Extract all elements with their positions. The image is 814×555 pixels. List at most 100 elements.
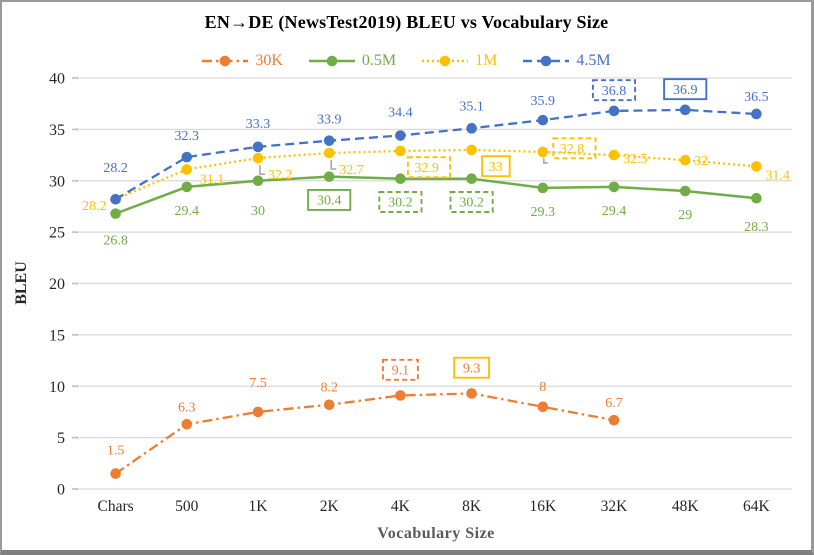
data-point-marker-4.5M	[323, 135, 335, 146]
data-point-marker-1M	[466, 144, 477, 156]
data-label-0.5M: 30.4	[317, 194, 342, 209]
data-point-marker-0.5M	[537, 182, 549, 194]
data-label-30K: 6.3	[178, 400, 196, 415]
chart-title: EN→DE (NewsTest2019) BLEU vs Vocabulary …	[204, 12, 609, 32]
legend-marker	[326, 55, 338, 67]
best-value-box-dashed	[406, 156, 452, 179]
data-point-marker-1M	[537, 146, 549, 158]
data-point-marker-1M	[608, 149, 620, 161]
data-point-marker-0.5M	[679, 185, 691, 197]
legend-marker	[541, 55, 552, 67]
x-tick-label: 1K	[249, 498, 269, 515]
data-label-30K: 6.7	[605, 396, 623, 411]
data-label-0.5M: 30.2	[459, 196, 484, 211]
gridlines: 0 5 10 15 20 25 30 35 40 Chars 500 1K 2K 4K 8K 16K 32K 48…	[49, 71, 792, 515]
data-point-marker-1M	[751, 161, 762, 172]
data-labels: 1.5 6.3 7.5 8.2 9.1 9.3 8 6.7 26.8 29.4 30 30.4 30.2…	[82, 78, 790, 459]
data-point-marker-1M	[323, 147, 335, 159]
data-label-0.5M: 29.4	[602, 204, 627, 219]
data-label-0.5M: 30	[251, 204, 265, 219]
legend-marker	[439, 55, 451, 67]
legend-label-30K: 30K	[255, 52, 283, 69]
best-value-box-dashed	[552, 137, 597, 160]
data-point-marker-30K	[395, 390, 406, 401]
y-tick-label: 10	[49, 379, 65, 396]
legend-label-0.5M: 0.5M	[361, 52, 397, 69]
data-point-marker-30K	[252, 406, 264, 418]
x-tick-label: 16K	[529, 498, 557, 515]
data-point-marker-30K	[537, 401, 549, 413]
y-tick-label: 15	[49, 327, 65, 344]
data-label-30K: 8	[539, 380, 546, 395]
x-tick-label: 500	[175, 498, 199, 515]
data-label-4.5M: 35.1	[459, 99, 484, 114]
x-axis-title: Vocabulary Size	[377, 525, 495, 542]
data-label-4.5M: 36.5	[744, 90, 769, 105]
data-point-marker-1M	[181, 164, 193, 175]
data-label-4.5M: 35.9	[531, 94, 556, 109]
y-tick-label: 30	[49, 173, 65, 190]
data-label-1M: 32.7	[339, 163, 364, 178]
x-tick-label: 32K	[601, 498, 629, 515]
data-label-4.5M: 36.8	[602, 84, 627, 99]
data-label-4.5M: 33.3	[246, 117, 271, 132]
x-tick-label: 4K	[391, 498, 411, 515]
data-point-marker-4.5M	[395, 130, 406, 141]
x-tick-label: 2K	[320, 498, 340, 515]
data-label-1M: 32.9	[414, 161, 439, 176]
data-point-marker-30K	[323, 399, 335, 411]
data-label-0.5M: 29.4	[175, 204, 200, 219]
y-axis-title: BLEU	[13, 261, 30, 305]
data-point-marker-0.5M	[181, 181, 193, 193]
series-line-0.5M	[115, 175, 757, 215]
y-tick-label: 35	[49, 122, 65, 139]
data-label-4.5M: 36.9	[673, 83, 698, 98]
data-point-marker-4.5M	[679, 104, 691, 116]
series-line-30K	[114, 392, 615, 475]
series-line-4.5M	[115, 108, 757, 201]
data-label-0.5M: 29	[678, 208, 692, 223]
data-point-marker-0.5M	[110, 208, 121, 219]
legend-label-1M: 1M	[475, 52, 498, 69]
y-tick-label: 25	[49, 225, 65, 242]
data-point-marker-0.5M	[395, 173, 406, 184]
data-label-0.5M: 29.3	[531, 205, 556, 220]
legend-line-sample-1M	[422, 55, 469, 67]
data-label-30K: 1.5	[107, 444, 125, 459]
x-tick-label: 48K	[672, 498, 700, 515]
x-tick-label: 64K	[743, 498, 771, 515]
data-point-marker-1M	[252, 152, 264, 164]
data-point-marker-0.5M	[252, 175, 264, 187]
data-label-30K: 7.5	[249, 376, 267, 391]
chart-legend: 30K 0.5M 1M 4.5M	[2, 53, 811, 69]
data-label-0.5M: 26.8	[103, 234, 128, 249]
data-point-marker-0.5M	[466, 173, 477, 184]
data-point-marker-30K	[110, 468, 121, 479]
data-label-4.5M: 33.9	[317, 113, 342, 128]
y-tick-label: 40	[49, 71, 65, 88]
label-leader-line	[259, 165, 265, 175]
data-label-1M: 31.1	[200, 172, 225, 187]
data-series	[110, 104, 762, 479]
data-label-4.5M: 28.2	[103, 161, 128, 176]
data-point-marker-0.5M	[323, 171, 335, 182]
data-label-1M: 32	[694, 154, 708, 169]
legend-line-sample-4.5M	[523, 55, 570, 67]
data-label-30K: 9.1	[392, 363, 410, 378]
best-value-box-solid	[307, 188, 352, 211]
data-point-marker-30K	[608, 414, 620, 426]
legend-line-sample-0.5M	[308, 55, 355, 67]
best-value-box-dashed	[591, 79, 637, 102]
data-label-0.5M: 30.2	[388, 196, 413, 211]
best-value-box-solid	[453, 356, 490, 379]
best-value-box-dashed	[382, 358, 419, 381]
x-tick-label: 8K	[462, 498, 482, 515]
data-point-marker-4.5M	[110, 193, 121, 205]
series-line-1M	[115, 148, 757, 201]
legend-line-sample-30K	[202, 55, 249, 67]
y-tick-label: 5	[57, 430, 65, 447]
data-point-marker-1M	[395, 145, 406, 157]
data-point-marker-4.5M	[466, 123, 477, 134]
data-label-30K: 9.3	[463, 361, 481, 376]
